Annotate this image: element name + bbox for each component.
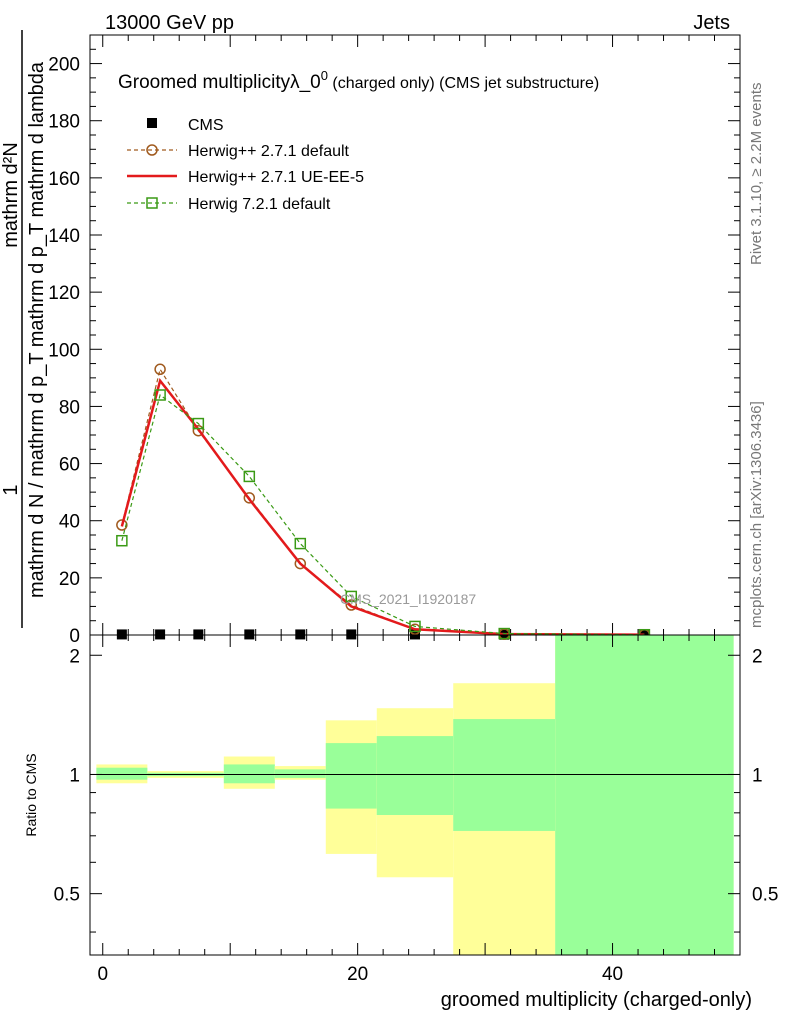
x-axis-label: groomed multiplicity (charged-only)	[441, 989, 752, 1011]
mcplots-label: mcplots.cern.ch [arXiv:1306.3436]	[748, 401, 765, 628]
y-label-denominator: mathrm d N / mathrm d p_T mathrm d p_T m…	[26, 61, 48, 598]
ratio-band-green	[223, 764, 275, 784]
herwig7-point	[498, 627, 510, 640]
herwigpp-default-point	[154, 363, 166, 376]
y-label-one: 1	[0, 484, 22, 495]
legend-marker-cms	[147, 118, 157, 128]
y-tick-label: 60	[59, 455, 80, 476]
y-tick-label: 20	[59, 569, 80, 590]
y-axis-label: 1 mathrm d²N mathrm d N / mathrm d p_T m…	[0, 30, 48, 628]
ratio-tick-label-right: 1	[752, 765, 763, 786]
y-tick-label: 140	[48, 226, 80, 247]
ratio-band-green	[274, 769, 326, 778]
x-tick-label: 20	[347, 964, 368, 985]
y-tick-label: 100	[48, 340, 80, 361]
ratio-tick-label-left: 2	[69, 646, 80, 667]
ratio-tick-label-left: 1	[69, 765, 80, 786]
main-ticks: 0 20 40 60 80 100 120 140 160 180 200	[48, 34, 740, 647]
ratio-tick-label-right: 2	[752, 646, 763, 667]
y-tick-label: 80	[59, 397, 80, 418]
cms-data-point	[116, 629, 127, 640]
herwigpp-default-point	[116, 519, 128, 531]
y-tick-label: 200	[48, 55, 80, 76]
herwigpp-default-point	[294, 557, 307, 570]
y-tick-label: 120	[48, 283, 80, 304]
cms-data-point	[193, 629, 204, 640]
ratio-band-green	[555, 635, 734, 955]
legend-marker-herwig7	[146, 197, 158, 209]
cms-data-point	[346, 629, 357, 640]
legend: CMS Herwig++ 2.7.1 default Herwig++ 2.7.…	[127, 117, 364, 213]
legend-label-herwig7: Herwig 7.2.1 default	[188, 196, 331, 213]
ratio-plot: 0.5 0.51 12 20 20 40	[54, 634, 778, 985]
y-tick-label: 180	[48, 112, 80, 133]
herwigpp-default-point	[345, 599, 358, 611]
legend-label-cms: CMS	[188, 117, 224, 134]
y-label-numerator: mathrm d²N	[0, 142, 22, 248]
main-plot: 0 20 40 60 80 100 120 140 160 180 200	[48, 34, 741, 647]
rivet-label: Rivet 3.1.10, ≥ 2.2M events	[748, 83, 765, 266]
plot-title-rest: (charged only) (CMS jet substructure)	[328, 75, 599, 92]
herwig7-point	[294, 537, 307, 550]
herwig7-point	[345, 590, 358, 603]
ratio-band-green	[376, 736, 454, 815]
legend-marker-herwigpp-default	[146, 144, 158, 156]
ratio-band-green	[453, 719, 556, 831]
x-tick-label: 0	[97, 964, 108, 985]
cms-data-point	[155, 629, 166, 640]
ratio-tick-label-left: 0.5	[54, 885, 80, 906]
legend-label-herwigpp-ueee5: Herwig++ 2.7.1 UE-EE-5	[188, 169, 364, 186]
x-tick-label: 40	[602, 964, 623, 985]
herwig7-point	[409, 620, 421, 633]
y-tick-label: 0	[69, 626, 80, 647]
plot-title-main: Groomed multiplicityλ_0	[118, 72, 321, 93]
herwig7-point	[243, 470, 256, 483]
ratio-band-green	[325, 743, 377, 809]
herwig7-point	[192, 417, 205, 430]
y-tick-label: 160	[48, 169, 80, 190]
header-left-label: 13000 GeV pp	[105, 12, 234, 34]
legend-label-herwigpp-default: Herwig++ 2.7.1 default	[188, 143, 350, 160]
plot-title-sup: 0	[321, 68, 328, 83]
ratio-frame	[89, 634, 741, 956]
ratio-bands	[96, 635, 734, 955]
main-series	[116, 363, 651, 641]
herwigpp-default-point	[243, 492, 256, 504]
herwig7-point	[116, 534, 128, 547]
herwigpp-default-point	[192, 424, 205, 437]
ratio-tick-label-right: 0.5	[752, 885, 778, 906]
header-right-label: Jets	[693, 12, 730, 34]
herwig7-point	[154, 389, 166, 401]
ratio-band-green	[96, 767, 148, 780]
ratio-y-label: Ratio to CMS	[23, 753, 39, 836]
plot-title: Groomed multiplicityλ_00 (charged only) …	[118, 68, 599, 93]
cms-data-point	[295, 629, 306, 640]
analysis-watermark: CMS_2021_I1920187	[340, 591, 476, 607]
cms-data-point	[244, 629, 255, 640]
y-tick-label: 40	[59, 512, 80, 533]
series-line-2	[120, 377, 645, 636]
